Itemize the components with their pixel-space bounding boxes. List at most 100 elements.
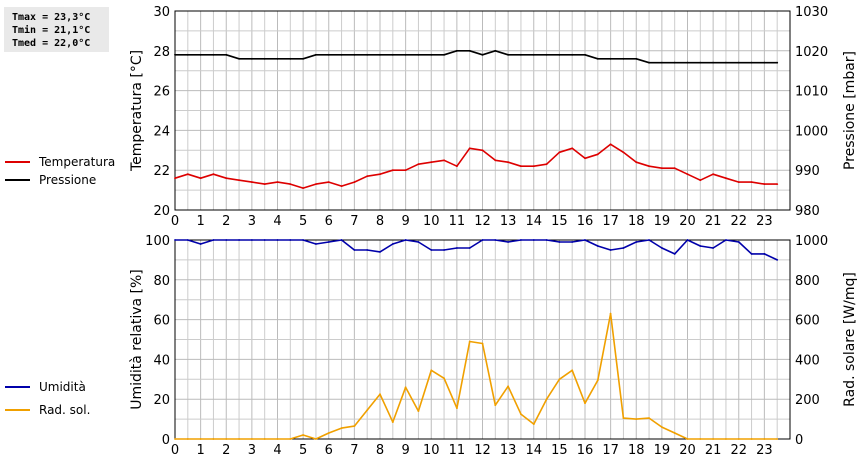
umidita-point bbox=[545, 239, 548, 241]
rad-sol-point bbox=[430, 369, 433, 372]
temperatura-point bbox=[225, 177, 228, 180]
rad-sol-point bbox=[276, 438, 279, 440]
rad-sol-point bbox=[289, 438, 292, 440]
temperatura-point bbox=[661, 167, 663, 170]
pressione-line bbox=[175, 49, 778, 64]
temperatura-point bbox=[507, 161, 509, 164]
y-tick-label: 0 bbox=[162, 433, 170, 448]
temperatura-line bbox=[174, 143, 778, 189]
x-tick-label: 9 bbox=[401, 443, 409, 458]
rad-sol-point bbox=[327, 432, 330, 434]
temperatura-point bbox=[289, 183, 292, 186]
pressione-point bbox=[327, 53, 330, 56]
x-tick-label: 7 bbox=[350, 214, 358, 229]
pressione-point bbox=[750, 61, 753, 64]
temperatura-point bbox=[558, 151, 561, 154]
y2-tick-label: 990 bbox=[795, 164, 820, 179]
umidita-point bbox=[558, 241, 561, 243]
y2-tick-label: 0 bbox=[795, 433, 803, 448]
y2-tick-label: 200 bbox=[795, 393, 820, 408]
pressione-point bbox=[379, 53, 381, 56]
pressione-point bbox=[417, 53, 420, 56]
pressione-point bbox=[315, 53, 317, 56]
temperatura-point bbox=[686, 173, 689, 176]
rad-sol-point bbox=[212, 438, 215, 440]
pressione-point bbox=[430, 53, 433, 56]
y-axis-label: Temperatura [°C] bbox=[129, 50, 145, 172]
y-tick-label: 26 bbox=[153, 85, 170, 100]
temperatura-point bbox=[635, 161, 638, 164]
x-tick-label: 5 bbox=[299, 443, 307, 458]
x-tick-label: 1 bbox=[196, 443, 204, 458]
y-tick-label: 22 bbox=[153, 164, 170, 179]
x-tick-label: 19 bbox=[654, 214, 671, 229]
umidita-point bbox=[725, 239, 727, 241]
y-tick-label: 20 bbox=[153, 204, 170, 219]
y-tick-label: 28 bbox=[153, 45, 170, 60]
x-tick-label: 4 bbox=[273, 214, 281, 229]
pressione-point bbox=[186, 53, 189, 56]
rad-sol-point bbox=[737, 438, 740, 440]
rad-sol-point bbox=[186, 438, 189, 440]
y2-tick-label: 400 bbox=[795, 353, 820, 368]
pressione-point bbox=[648, 61, 650, 64]
umidita-line bbox=[175, 239, 778, 261]
temperatura-point bbox=[391, 169, 394, 172]
umidita-point bbox=[276, 239, 279, 241]
temperatura-point bbox=[750, 181, 753, 184]
umidita-point bbox=[289, 239, 292, 241]
temperatura-point bbox=[186, 173, 189, 176]
pressione-point bbox=[174, 53, 176, 56]
pressione-point bbox=[699, 61, 702, 64]
x-tick-label: 2 bbox=[222, 214, 230, 229]
rad-sol-point bbox=[174, 438, 176, 440]
stat-tmin: Tmin = 21,1°C bbox=[12, 25, 91, 36]
umidita-point bbox=[430, 249, 433, 251]
umidita-point bbox=[596, 245, 599, 247]
x-tick-label: 19 bbox=[654, 443, 671, 458]
x-tick-label: 15 bbox=[551, 214, 568, 229]
rad-sol-point bbox=[609, 312, 612, 315]
temperatura-point bbox=[520, 165, 522, 168]
pressione-point bbox=[302, 57, 304, 60]
temperatura-point bbox=[571, 147, 574, 150]
pressione-point bbox=[481, 53, 484, 56]
temperatura-point bbox=[443, 159, 445, 162]
pressione-point bbox=[609, 57, 612, 60]
rad-sol-point bbox=[686, 438, 689, 440]
x-tick-label: 16 bbox=[577, 443, 594, 458]
temperatura-point bbox=[532, 165, 535, 168]
pressione-point bbox=[225, 53, 228, 56]
rad-sol-point bbox=[699, 438, 702, 440]
temperatura-point bbox=[712, 173, 714, 176]
umidita-point bbox=[468, 247, 471, 249]
pressione-point bbox=[584, 53, 586, 56]
temperatura-point bbox=[584, 157, 586, 160]
rad-sol-point bbox=[545, 398, 548, 401]
rad-sol-point bbox=[468, 340, 471, 343]
umidita-point bbox=[353, 249, 356, 251]
rad-sol-point bbox=[302, 434, 304, 436]
x-tick-label: 18 bbox=[628, 214, 645, 229]
temperatura-point bbox=[302, 187, 304, 190]
rad-sol-point bbox=[251, 438, 253, 440]
temperatura-point bbox=[327, 181, 330, 184]
temperatura-point bbox=[199, 177, 202, 180]
rad-sol-point bbox=[366, 409, 369, 411]
rad-sol-point bbox=[596, 379, 599, 382]
stats-box: Tmax = 23,3°C Tmin = 21,1°C Tmed = 22,0°… bbox=[4, 7, 109, 52]
pressione-point bbox=[238, 57, 241, 60]
x-tick-label: 4 bbox=[273, 443, 281, 458]
pressione-point bbox=[494, 49, 497, 52]
temperatura-point bbox=[238, 179, 241, 182]
x-tick-label: 23 bbox=[756, 443, 773, 458]
pressione-point bbox=[456, 49, 458, 52]
umidita-point bbox=[251, 239, 253, 241]
umidita-point bbox=[750, 253, 753, 255]
rad-sol-point bbox=[571, 369, 574, 372]
rad-sol-point bbox=[725, 438, 727, 440]
legend-label-umidita: Umidità bbox=[39, 380, 86, 394]
pressione-point bbox=[507, 53, 509, 56]
pressione-point bbox=[520, 53, 522, 56]
